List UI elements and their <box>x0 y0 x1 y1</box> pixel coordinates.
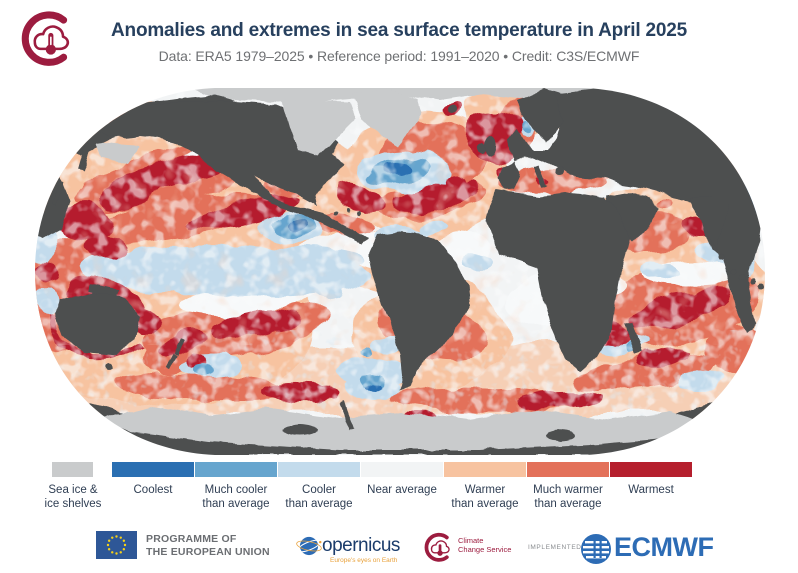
eu-programme-line2: THE EUROPEAN UNION <box>146 546 270 558</box>
c3s-logo-icon-small <box>424 532 450 562</box>
eu-flag-icon <box>96 531 137 559</box>
legend-swatch-much-cooler <box>195 462 277 477</box>
world-map <box>35 88 765 455</box>
eu-programme-line1: PROGRAMME OF <box>146 533 237 545</box>
land-layer <box>35 88 765 455</box>
legend-label: Coolest <box>133 484 173 496</box>
legend-label: than average <box>534 497 602 510</box>
page-title: Anomalies and extremes in sea surface te… <box>111 20 687 41</box>
sst-anomaly-map <box>35 88 765 455</box>
legend-label: Much cooler <box>204 484 268 496</box>
legend-swatch-sea-ice <box>52 462 93 477</box>
copernicus-wordmark: opernicus <box>322 535 400 556</box>
legend-swatch-much-warmer <box>527 462 609 477</box>
legend-swatch-near-average <box>361 462 443 477</box>
footer: PROGRAMME OF THE EUROPEAN UNION opernicu… <box>0 524 798 573</box>
legend-label: than average <box>285 497 353 510</box>
c3s-logo-icon <box>21 11 70 66</box>
ecmwf-logo-icon <box>581 534 611 564</box>
implemented-by-label: IMPLEMENTED BY <box>528 544 594 551</box>
eu-programme-text: PROGRAMME OF THE EUROPEAN UNION <box>146 533 270 559</box>
c3s-line2: Change Service <box>458 545 512 554</box>
legend-label: Warmest <box>628 484 674 496</box>
legend-swatch-cooler <box>278 462 360 477</box>
legend-label: Sea ice & <box>48 484 98 496</box>
page-subtitle: Data: ERA5 1979–2025 • Reference period:… <box>158 48 640 64</box>
legend: Sea ice & ice shelves Coolest Much cooler… <box>45 462 752 517</box>
legend-swatch-coolest <box>112 462 194 477</box>
ecmwf-wordmark: ECMWF <box>614 532 714 562</box>
legend-swatch-warmer <box>444 462 526 477</box>
legend-label: ice shelves <box>44 497 102 510</box>
legend-label: Warmer <box>464 484 506 496</box>
legend-label: Cooler <box>302 484 336 496</box>
legend-label: than average <box>451 497 519 510</box>
c3s-service-name: Climate Change Service <box>458 536 511 554</box>
legend-label: Much warmer <box>533 484 603 496</box>
copernicus-logo-icon <box>296 536 322 556</box>
legend-label: than average <box>202 497 270 510</box>
copernicus-tagline: Europe's eyes on Earth <box>330 557 398 564</box>
legend-swatch-warmest <box>610 462 692 477</box>
legend-label: Near average <box>367 484 437 496</box>
c3s-line1: Climate <box>458 536 484 545</box>
